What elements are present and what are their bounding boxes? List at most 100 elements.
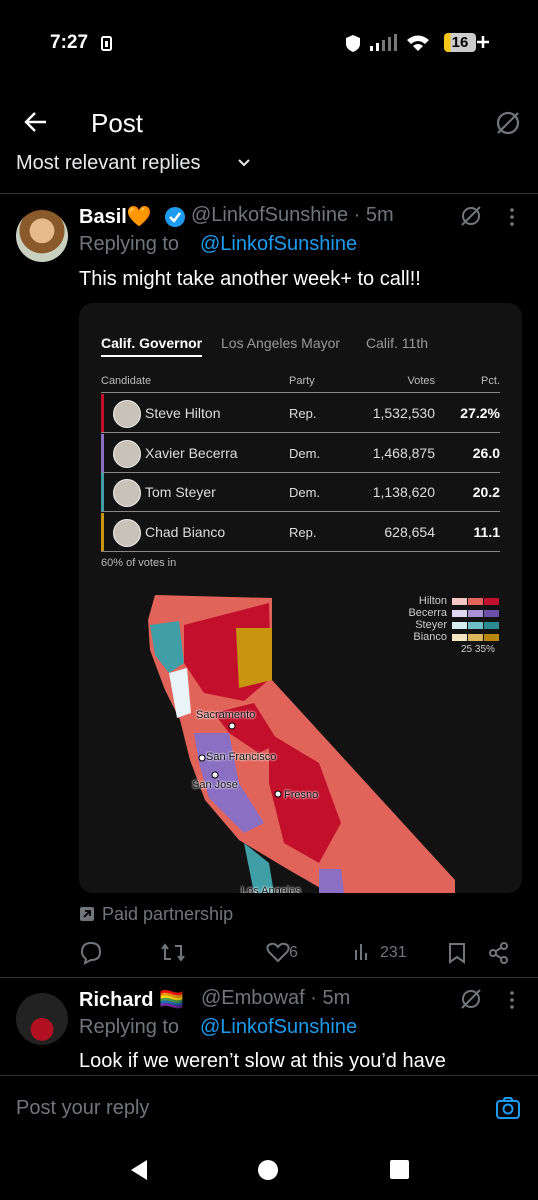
city-label: Sacramento: [196, 709, 256, 721]
votes: 1,138,620: [372, 484, 435, 500]
column-header: Candidate: [101, 375, 152, 387]
battery: 16: [444, 33, 476, 52]
legend-swatch: [484, 622, 499, 629]
author-meta: @Embowaf · 5m: [201, 987, 351, 1009]
back-button[interactable]: [24, 111, 48, 133]
charging-plus: [477, 36, 489, 48]
tweet-text: Look if we weren’t slow at this you’d ha…: [79, 1050, 446, 1072]
column-header: Votes: [407, 375, 435, 387]
tab[interactable]: Los Angeles Mayor: [221, 335, 341, 351]
city-label: San Jose: [192, 779, 238, 791]
legend-swatch: [484, 634, 499, 641]
nav-buttons[interactable]: [125, 1155, 415, 1185]
grok-icon[interactable]: [459, 204, 483, 228]
legend-swatch: [468, 598, 483, 605]
grok-icon[interactable]: [459, 987, 483, 1011]
votes: 1,468,875: [372, 444, 435, 461]
status-signal: [346, 34, 429, 52]
party: Dem.: [289, 485, 321, 500]
more-button[interactable]: [508, 990, 516, 1010]
party-bar: [101, 394, 104, 432]
legend-swatch: [468, 634, 483, 641]
legend-swatch: [452, 634, 467, 641]
party: Rep.: [289, 406, 317, 421]
chevron: [238, 159, 250, 167]
city-label: Fresno: [284, 789, 319, 801]
candidate-name: Xavier Becerra: [145, 444, 238, 461]
camera-button[interactable]: [495, 1096, 521, 1120]
status-time: 7:27: [50, 32, 89, 53]
header-title: Post: [91, 108, 144, 138]
divider: [0, 977, 538, 978]
party-bar: [101, 473, 104, 511]
legend-label: Hilton: [418, 595, 447, 607]
tab[interactable]: Calif. 11th: [366, 335, 428, 351]
verified-badge: [165, 207, 185, 227]
action-icons[interactable]: [79, 940, 519, 966]
candidate-name: Steve Hilton: [145, 405, 221, 421]
legend-swatch: [452, 598, 467, 605]
legend-label: Steyer: [415, 619, 447, 631]
candidate-name: Chad Bianco: [145, 523, 226, 540]
tab-active[interactable]: Calif. Governor: [101, 335, 203, 357]
grok-button[interactable]: [494, 109, 522, 137]
candidate-photo: [113, 479, 141, 507]
candidate-photo: [113, 439, 141, 468]
percent: 26.0: [472, 444, 500, 461]
author-meta: @LinkofSunshine · 5m: [191, 204, 394, 226]
percent: 20.2: [472, 484, 500, 500]
result-row: Xavier Becerra Dem. 1,468,875 26.0: [101, 433, 500, 473]
view-count: 231: [380, 944, 407, 961]
legend-scale: 25 35%: [461, 644, 495, 655]
column-header: Pct.: [481, 375, 500, 387]
reply-handle[interactable]: @LinkofSunshine: [200, 233, 358, 255]
party-bar: [101, 433, 104, 472]
percent: 27.2%: [460, 405, 500, 421]
result-row: Steve Hilton Rep. 1,532,530 27.2%: [101, 394, 500, 433]
sort-label[interactable]: Most relevant replies: [16, 152, 201, 174]
legend-swatch: [484, 598, 499, 605]
legend-swatch: [484, 610, 499, 617]
status-icons: [101, 36, 112, 51]
column-header: Party: [289, 375, 315, 387]
city-label: San Francisco: [206, 751, 277, 763]
map: [148, 595, 455, 893]
party: Dem.: [289, 445, 321, 461]
header-rule: [101, 392, 500, 393]
tweet-text: This might take another week+ to call!!: [79, 268, 421, 290]
result-row: Chad Bianco Rep. 628,654 11.1: [101, 512, 500, 552]
avatar[interactable]: [16, 210, 68, 262]
more-button[interactable]: [508, 207, 516, 227]
avatar[interactable]: [16, 993, 68, 1045]
candidate-photo: [113, 518, 141, 547]
reply-input[interactable]: Post your reply: [16, 1097, 150, 1119]
like-count: 6: [289, 944, 298, 961]
author-name[interactable]: Basil🧡: [79, 206, 152, 228]
legend-swatch: [468, 610, 483, 617]
embed-image[interactable]: Calif. Governor Los Angeles Mayor Calif.…: [79, 303, 522, 893]
replying-label: Replying to: [79, 1016, 180, 1038]
party: Rep.: [289, 524, 317, 540]
legend-swatch: [452, 610, 467, 617]
author-name[interactable]: Richard 🏳️‍🌈: [79, 989, 184, 1011]
result-row: Tom Steyer Dem. 1,138,620 20.2: [101, 473, 500, 512]
legend-swatch: [468, 622, 483, 629]
paid-partnership: Paid partnership: [102, 904, 234, 924]
reply-handle[interactable]: @LinkofSunshine: [200, 1016, 358, 1038]
legend-label: Becerra: [408, 607, 447, 619]
percent: 11.1: [473, 523, 500, 540]
reply-bar: [0, 1075, 538, 1141]
replying-label: Replying to: [79, 233, 180, 255]
paid-icon: [80, 907, 94, 921]
votes-note: 60% of votes in: [101, 557, 177, 569]
candidate-name: Tom Steyer: [145, 484, 216, 500]
votes: 628,654: [384, 523, 435, 540]
city-label: Los Angeles: [241, 885, 301, 893]
legend-swatch: [452, 622, 467, 629]
divider: [0, 193, 538, 194]
party-bar: [101, 512, 104, 551]
candidate-photo: [113, 400, 141, 428]
legend-label: Bianco: [413, 631, 447, 643]
votes: 1,532,530: [372, 405, 435, 421]
